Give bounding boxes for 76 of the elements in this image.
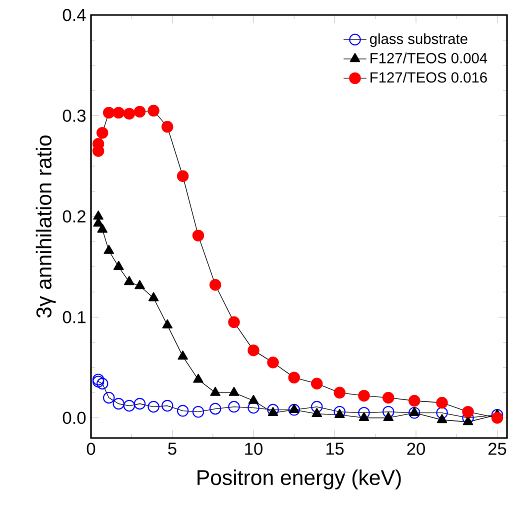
point bbox=[228, 400, 240, 413]
point bbox=[148, 292, 159, 302]
point bbox=[134, 280, 145, 290]
point bbox=[436, 406, 448, 419]
point bbox=[358, 406, 370, 419]
legend-label: F127/TEOS 0.016 bbox=[370, 72, 487, 83]
point bbox=[97, 224, 108, 233]
legend-label: F127/TEOS 0.004 bbox=[370, 52, 488, 64]
point bbox=[288, 404, 300, 416]
point bbox=[383, 412, 394, 422]
point bbox=[193, 374, 204, 383]
point bbox=[382, 406, 394, 418]
point bbox=[334, 408, 345, 418]
point bbox=[148, 104, 160, 117]
point bbox=[312, 408, 322, 418]
point bbox=[358, 412, 370, 422]
point bbox=[248, 394, 259, 404]
point bbox=[103, 392, 115, 404]
point bbox=[96, 126, 108, 139]
point bbox=[192, 406, 204, 418]
point bbox=[409, 406, 420, 416]
point bbox=[209, 402, 222, 415]
x-tick-label: 0 bbox=[86, 442, 96, 455]
point bbox=[209, 279, 222, 291]
point bbox=[192, 230, 204, 242]
point bbox=[288, 372, 300, 384]
point bbox=[228, 316, 240, 328]
point bbox=[210, 386, 220, 396]
x-tick-label: 25 bbox=[488, 442, 506, 455]
point bbox=[176, 404, 189, 417]
point bbox=[288, 404, 300, 413]
point bbox=[248, 344, 260, 356]
x-tick-label: 10 bbox=[245, 442, 262, 455]
point bbox=[408, 406, 420, 419]
point bbox=[268, 406, 278, 416]
point bbox=[112, 106, 124, 119]
y-axis-title: 3γ annihilation ratio bbox=[36, 136, 56, 318]
point bbox=[123, 108, 136, 120]
point bbox=[134, 106, 146, 118]
point bbox=[462, 406, 474, 418]
point bbox=[462, 416, 474, 426]
point bbox=[176, 170, 189, 182]
point bbox=[311, 378, 323, 390]
point bbox=[436, 414, 448, 424]
y-tick-label: 0.1 bbox=[62, 311, 86, 324]
point bbox=[124, 276, 134, 286]
point bbox=[358, 390, 370, 402]
x-tick-label: 5 bbox=[168, 442, 176, 455]
y-tick-label: 0.3 bbox=[62, 110, 86, 122]
point bbox=[162, 400, 174, 412]
y-tick-label: 0.4 bbox=[62, 8, 86, 22]
legend-label: glass substrate bbox=[370, 33, 468, 47]
point bbox=[228, 386, 240, 396]
point bbox=[267, 356, 279, 368]
point bbox=[148, 400, 160, 413]
point bbox=[103, 106, 115, 119]
point bbox=[178, 350, 188, 360]
point bbox=[113, 260, 124, 270]
y-tick-label: 0.0 bbox=[62, 412, 86, 424]
x-tick-label: 20 bbox=[407, 442, 425, 455]
point bbox=[162, 120, 174, 133]
x-axis-title: Positron energy (keV) bbox=[198, 469, 401, 490]
point bbox=[162, 319, 173, 328]
point bbox=[112, 398, 124, 410]
point bbox=[382, 392, 394, 404]
point bbox=[311, 400, 323, 413]
y-tick-label: 0.2 bbox=[62, 210, 86, 223]
point bbox=[104, 244, 114, 254]
point bbox=[123, 400, 136, 412]
point bbox=[436, 396, 448, 409]
x-tick-label: 15 bbox=[326, 442, 344, 455]
point bbox=[408, 394, 420, 407]
point bbox=[96, 378, 108, 390]
point bbox=[334, 386, 346, 399]
point bbox=[93, 210, 104, 220]
point bbox=[134, 398, 146, 410]
